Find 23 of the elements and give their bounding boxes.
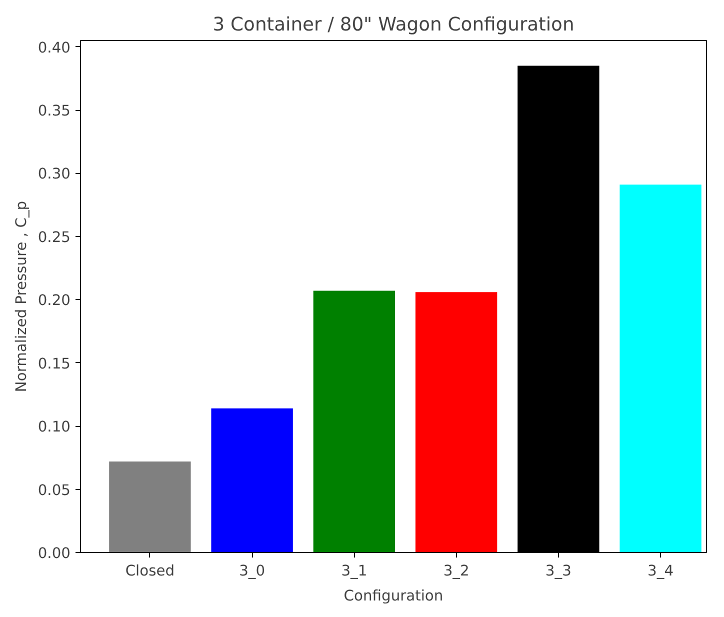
bar: [620, 184, 702, 552]
bar: [211, 408, 293, 552]
y-tick-label: 0.30: [38, 166, 71, 183]
y-tick-label: 0.25: [38, 228, 71, 246]
y-tick-label: 0.05: [38, 482, 71, 499]
y-tick-label: 0.10: [38, 418, 71, 436]
x-tick-label: 3_1: [341, 562, 368, 580]
bar: [109, 461, 191, 552]
y-axis-title: Normalized Pressure , C_p: [12, 200, 30, 392]
y-tick-label: 0.00: [38, 545, 71, 562]
y-tick-label: 0.35: [38, 102, 71, 120]
x-tick-label: Closed: [125, 562, 175, 580]
bar: [313, 290, 396, 552]
x-axis-title: Configuration: [344, 588, 444, 604]
y-tick-label: 0.40: [38, 39, 71, 56]
x-tick-label: 3_4: [648, 562, 674, 580]
y-tick-label: 0.20: [38, 292, 71, 310]
x-tick-label: 3_0: [239, 562, 266, 580]
chart-title: 3 Container / 80" Wagon Configuration: [212, 14, 574, 36]
x-tick-label: 3_2: [443, 562, 470, 580]
bar: [415, 292, 498, 552]
y-tick-label: 0.15: [38, 355, 71, 372]
x-tick-label: 3_3: [545, 562, 572, 580]
